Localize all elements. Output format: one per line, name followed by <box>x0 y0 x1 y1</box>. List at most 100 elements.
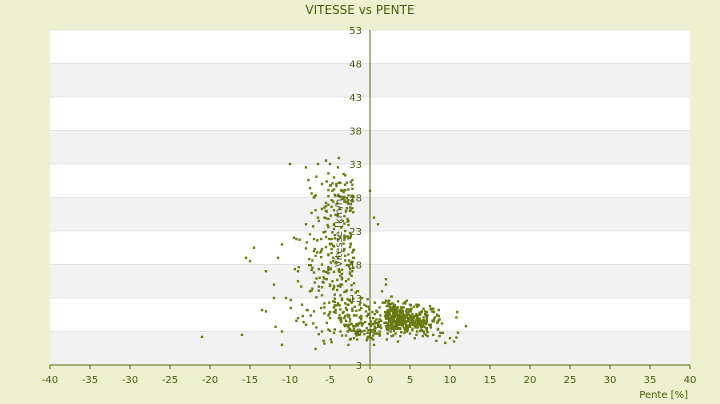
data-point <box>385 326 388 329</box>
data-point <box>352 195 355 199</box>
data-point <box>332 209 336 212</box>
x-tick-label: 30 <box>604 375 617 386</box>
data-point <box>416 330 419 333</box>
data-point <box>276 256 280 259</box>
data-point <box>288 162 292 166</box>
y-tick-label: 3 <box>356 361 362 372</box>
data-point <box>342 196 345 200</box>
data-point <box>274 325 277 329</box>
data-point <box>244 256 248 259</box>
data-point <box>401 314 404 317</box>
data-point <box>422 316 425 319</box>
data-point <box>343 323 346 326</box>
data-point <box>333 233 336 237</box>
data-point <box>344 254 347 257</box>
data-point <box>345 196 348 200</box>
data-point <box>375 318 378 321</box>
data-point <box>424 312 427 316</box>
data-point <box>416 305 419 308</box>
data-point <box>332 331 336 335</box>
data-point <box>372 343 376 347</box>
data-point <box>401 323 404 326</box>
data-point <box>350 284 353 287</box>
data-point <box>324 270 328 274</box>
data-point <box>328 237 331 241</box>
data-point <box>333 300 336 304</box>
data-point <box>388 317 391 320</box>
data-point <box>416 314 419 317</box>
data-point <box>404 310 408 313</box>
data-point <box>337 156 340 160</box>
data-point <box>333 193 336 197</box>
data-point <box>378 332 381 336</box>
data-point <box>332 284 336 288</box>
data-point <box>320 286 324 289</box>
data-point <box>364 320 367 324</box>
data-point <box>280 343 284 347</box>
data-point <box>340 272 344 276</box>
data-point <box>367 328 370 332</box>
data-point <box>316 216 320 219</box>
data-point <box>426 330 429 334</box>
data-point <box>400 330 403 334</box>
data-point <box>297 265 300 269</box>
data-point <box>388 299 391 302</box>
data-point <box>342 242 345 245</box>
data-point <box>339 285 342 288</box>
data-point <box>309 263 312 267</box>
data-point <box>399 314 402 318</box>
data-point <box>391 302 394 305</box>
data-point <box>381 301 384 304</box>
data-point <box>400 318 404 322</box>
data-point <box>323 277 326 280</box>
data-point <box>338 304 341 307</box>
data-point <box>385 311 388 314</box>
data-point <box>390 327 393 331</box>
data-point <box>421 334 424 338</box>
data-point <box>391 306 394 309</box>
data-point <box>356 324 360 327</box>
data-point <box>314 347 317 351</box>
data-point <box>336 278 339 282</box>
data-point <box>340 297 344 300</box>
data-point <box>335 184 338 188</box>
data-point <box>344 302 347 305</box>
x-tick-labels: -40 -35 -30 -25 -20 -15 -10 -5 0 5 10 15 20 25 30 35 40 <box>42 365 696 386</box>
data-point <box>328 283 332 286</box>
data-point <box>346 217 349 221</box>
data-point <box>327 172 330 175</box>
data-point <box>348 245 352 249</box>
data-point <box>397 315 400 318</box>
data-point <box>341 219 344 223</box>
y-tick-label: 18 <box>349 261 362 272</box>
data-point <box>312 249 316 253</box>
data-point <box>431 319 434 322</box>
data-point <box>372 338 375 341</box>
data-point <box>339 235 342 239</box>
data-point <box>452 340 456 343</box>
data-point <box>418 313 421 316</box>
data-point <box>333 293 336 296</box>
data-point <box>292 236 296 239</box>
data-point <box>280 243 284 246</box>
data-point <box>317 289 320 292</box>
data-point <box>324 245 328 249</box>
data-point <box>412 319 415 322</box>
data-point <box>325 180 328 183</box>
data-point <box>402 302 405 305</box>
data-point <box>429 326 432 329</box>
data-point <box>392 327 395 331</box>
data-point <box>378 330 381 333</box>
data-point <box>415 318 418 322</box>
data-point <box>369 324 372 328</box>
data-point <box>327 265 330 269</box>
data-point <box>304 323 308 326</box>
data-point <box>416 303 420 306</box>
data-point <box>335 182 338 186</box>
data-point <box>329 261 332 264</box>
data-point <box>293 267 296 271</box>
data-point <box>374 326 377 330</box>
data-point <box>312 322 315 325</box>
data-point <box>356 332 360 335</box>
